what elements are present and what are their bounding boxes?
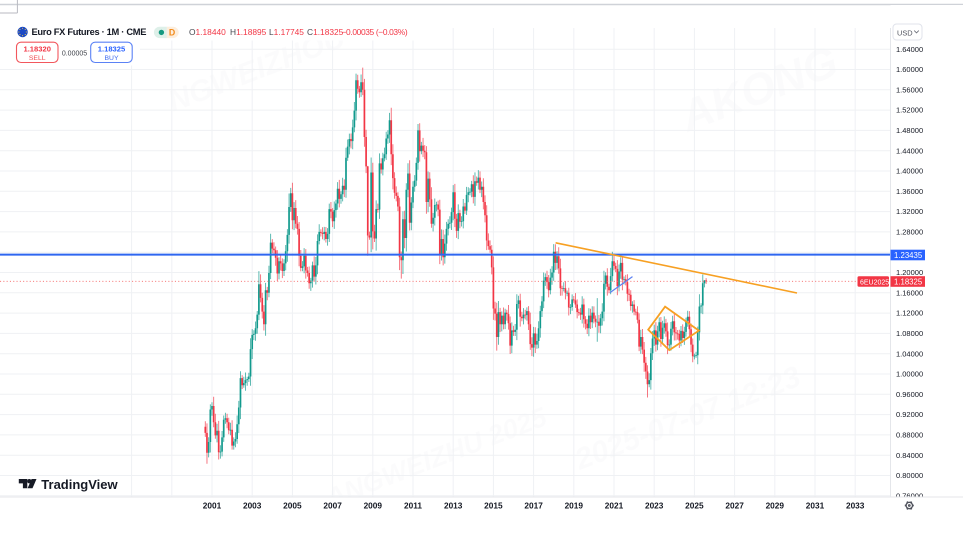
svg-text:USD: USD — [897, 28, 913, 37]
svg-text:1.32000: 1.32000 — [896, 207, 923, 216]
svg-text:2031: 2031 — [806, 501, 825, 511]
svg-text:Euro FX Futures · 1M · CME: Euro FX Futures · 1M · CME — [32, 27, 147, 37]
svg-text:2005: 2005 — [283, 501, 302, 511]
svg-text:2017: 2017 — [524, 501, 543, 511]
svg-text:0.88000: 0.88000 — [896, 431, 923, 440]
svg-text:2023: 2023 — [645, 501, 664, 511]
svg-text:0.80000: 0.80000 — [896, 471, 923, 480]
svg-text:6EU2025: 6EU2025 — [860, 279, 889, 286]
svg-text:2001: 2001 — [203, 501, 222, 511]
svg-text:L1.17745: L1.17745 — [269, 27, 304, 37]
svg-text:1.18325: 1.18325 — [98, 45, 126, 54]
svg-text:0.76000: 0.76000 — [896, 491, 923, 500]
svg-text:1.64000: 1.64000 — [896, 45, 923, 54]
svg-text:1.16000: 1.16000 — [896, 288, 923, 297]
svg-text:1.08000: 1.08000 — [896, 329, 923, 338]
svg-text:1.18320: 1.18320 — [23, 45, 50, 54]
svg-text:1.04000: 1.04000 — [896, 349, 923, 358]
svg-text:AKONG: AKONG — [673, 37, 844, 142]
svg-text:1.56000: 1.56000 — [896, 85, 923, 94]
svg-text:0.00005: 0.00005 — [62, 51, 87, 58]
svg-text:1.23435: 1.23435 — [894, 251, 923, 260]
svg-text:1.36000: 1.36000 — [896, 187, 923, 196]
svg-text:TradingView: TradingView — [41, 477, 118, 492]
svg-text:2007: 2007 — [323, 501, 342, 511]
svg-text:1.48000: 1.48000 — [896, 126, 923, 135]
svg-text:1.40000: 1.40000 — [896, 167, 923, 176]
svg-text:2011: 2011 — [404, 501, 422, 511]
svg-text:0.96000: 0.96000 — [896, 390, 923, 399]
svg-text:2015: 2015 — [484, 501, 503, 511]
svg-text:0.92000: 0.92000 — [896, 410, 923, 419]
svg-text:2009: 2009 — [364, 501, 383, 511]
svg-text:1.52000: 1.52000 — [896, 106, 923, 115]
svg-text:2021: 2021 — [605, 501, 624, 511]
svg-text:O1.18440: O1.18440 — [189, 27, 226, 37]
svg-text:2033: 2033 — [846, 501, 865, 511]
svg-text:BUY: BUY — [105, 55, 119, 62]
svg-text:2025: 2025 — [685, 501, 704, 511]
svg-text:2013: 2013 — [444, 501, 463, 511]
svg-text:2027: 2027 — [725, 501, 744, 511]
svg-text:1.00000: 1.00000 — [896, 370, 923, 379]
svg-text:1.44000: 1.44000 — [896, 146, 923, 155]
svg-text:1.60000: 1.60000 — [896, 65, 923, 74]
svg-text:D: D — [169, 28, 175, 38]
svg-text:2029: 2029 — [766, 501, 785, 511]
svg-text:SELL: SELL — [29, 55, 46, 62]
svg-text:1.20000: 1.20000 — [896, 268, 923, 277]
svg-text:0.84000: 0.84000 — [896, 451, 923, 460]
svg-text:1.12000: 1.12000 — [896, 309, 923, 318]
svg-text:2025-07-07 12:23: 2025-07-07 12:23 — [570, 360, 806, 477]
svg-text:−0.00035 (−0.03%): −0.00035 (−0.03%) — [342, 27, 408, 37]
svg-text:1.28000: 1.28000 — [896, 228, 923, 237]
svg-text:H1.18895: H1.18895 — [230, 27, 267, 37]
svg-text:C1.18325: C1.18325 — [307, 27, 344, 37]
svg-text:2019: 2019 — [565, 501, 584, 511]
svg-text:1.18325: 1.18325 — [894, 277, 923, 286]
svg-text:2003: 2003 — [243, 501, 262, 511]
